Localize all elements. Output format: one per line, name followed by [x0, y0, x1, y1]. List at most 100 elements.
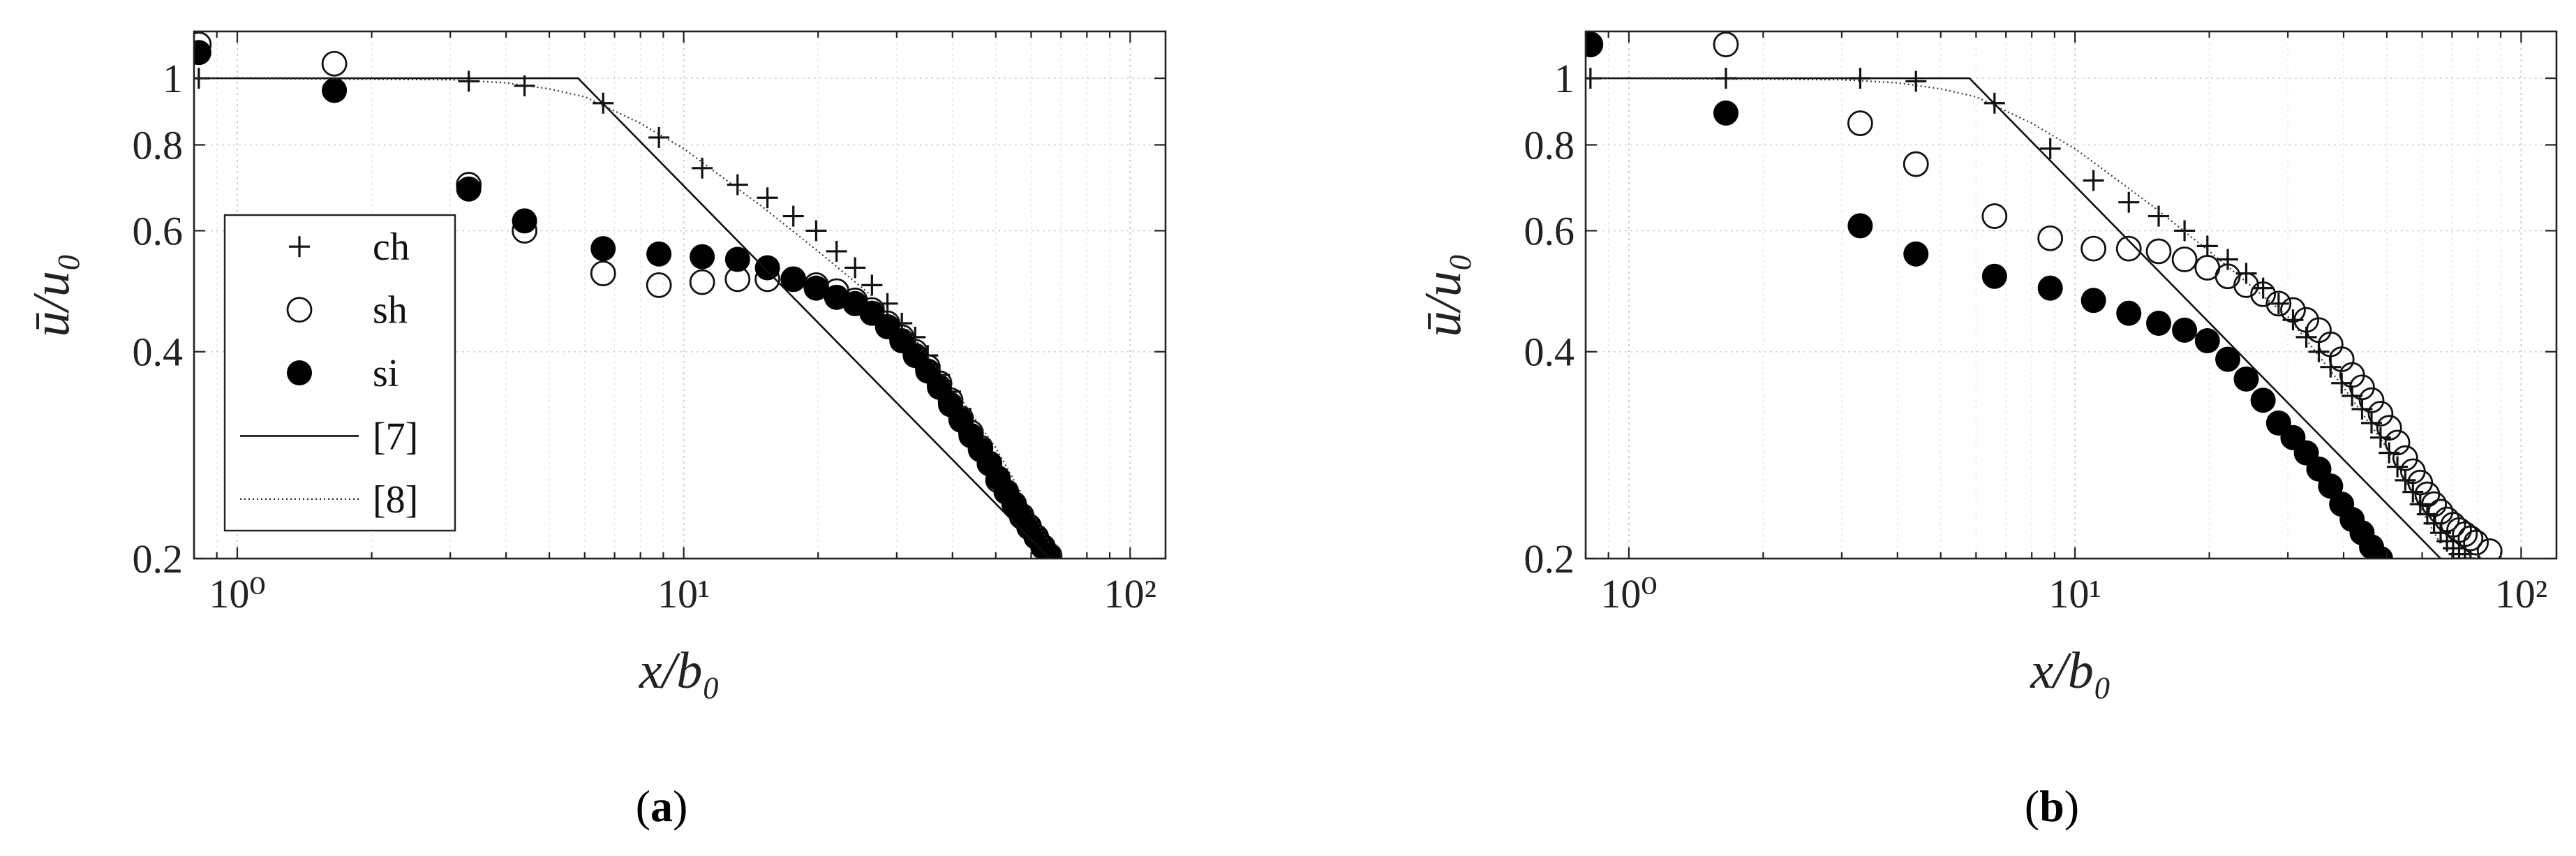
panel-b-x-tick-label: 10¹ [2048, 571, 2101, 617]
panel-b-series-sh-point [1847, 110, 1873, 136]
panel-a-legend-entry-ch-swatch [289, 236, 310, 258]
panel-b-series-sh-point [2250, 281, 2277, 307]
panel-a-y-tick-label: 0.8 [133, 122, 184, 168]
panel-b-y-tick-label: 0.2 [1524, 536, 1575, 582]
panel-b-series-si-point [1713, 100, 1739, 126]
panel-a-legend-entry-sh-label: sh [373, 289, 408, 332]
panel-b-series-ch-point [2331, 372, 2353, 394]
panel-a-series-si-point [194, 40, 211, 66]
panel-b-series-si [1586, 31, 2393, 559]
panel-b-series-sh-point [2384, 429, 2411, 456]
panel-b-series-sh-point [2349, 374, 2375, 401]
panel-b-series-si-point [1586, 31, 1603, 57]
panel-a-series-si-point [780, 266, 806, 292]
panel-b-series-sh-point [2376, 415, 2402, 441]
panel-b-series-si-point [2116, 300, 2142, 326]
panel-a-series-sh-point [590, 260, 616, 287]
panel-b-series-si-point [2080, 288, 2106, 313]
panel-b-y-axis-label: ū/u₀ [1415, 253, 1472, 337]
panel-a-series-si-point [456, 176, 482, 202]
panel-b-x-tick-label: 10⁰ [1600, 571, 1657, 617]
panel-b-series-si-point [2194, 328, 2220, 354]
panel-a-series-si-point [1036, 544, 1062, 559]
panel-a-series-ch-point [757, 187, 778, 209]
panel-a-legend-entry-7: [7] [240, 415, 418, 458]
panel-a-series-sh-point [321, 50, 348, 77]
panel-b-series-sh-point [2280, 297, 2306, 323]
panel-b-series-sh-point [2233, 272, 2259, 298]
panel-a-x-tick-label: 10¹ [657, 571, 710, 617]
panel-a-series-si [194, 40, 1062, 559]
panel-b-y-tick-label: 0.8 [1524, 122, 1575, 168]
panel-b-series-ch-point [2118, 191, 2140, 213]
panel-b-series-ch-point [2342, 385, 2363, 406]
panel-a-legend-entry-si-label: si [373, 352, 399, 395]
panel-b-series-si-point [2250, 388, 2276, 413]
panel-b-series-sh-point [2457, 525, 2484, 552]
panel-b-series-ch-point [2454, 548, 2476, 559]
panel-b-series-sh-point [2080, 235, 2107, 262]
panel-b-x-tick-label: 10² [2495, 571, 2547, 617]
panel-b-series-sh-point [1713, 31, 1739, 58]
panel-b-x-axis-label: x/b₀ [2030, 642, 2111, 700]
panel-a-series-ch-point [844, 257, 866, 279]
panel-b-series-si-point [2233, 366, 2259, 392]
panel-a-x-tick-label: 10⁰ [209, 571, 265, 617]
panel-b-data [1586, 31, 2503, 559]
panel-a-series-sh-point [646, 272, 672, 298]
panel-b-y-tick-label: 0.6 [1524, 208, 1575, 253]
panel-a-y-tick-label: 0.4 [133, 330, 184, 375]
panel-b-series-sh-point [2476, 538, 2503, 559]
panel-b-series-sh-point [2463, 529, 2489, 556]
panel-b-series-si-point [2146, 311, 2172, 337]
panel-a-legend-entry-8-label: [8] [373, 478, 418, 522]
panel-b-series-ch-point [1905, 71, 1927, 92]
panel-b-axes-frame [1584, 30, 2558, 560]
panel-a-series-si-point [803, 275, 829, 301]
caption-b: (b) [2025, 781, 2079, 831]
panel-a-legend-entry-sh-swatch [286, 297, 313, 323]
panel-a-legend-entry-8: [8] [240, 478, 418, 522]
caption-a-close: ) [673, 781, 687, 831]
panel-b-series-si-point [2172, 317, 2198, 343]
caption-b-letter: b [2039, 781, 2064, 831]
panel-b-series-ch-point [2378, 442, 2400, 464]
panel-a: 10⁰ 10¹ 10² 0.2 0.4 0.6 0.8 1 x/b₀ ū/u₀ ch sh si [7] [… [23, 30, 1167, 700]
panel-b-y-tick-label: 0.4 [1524, 330, 1575, 375]
panel-a-series-ch-point [692, 157, 713, 179]
panel-a-legend-entry-si: si [287, 352, 399, 395]
panel-b-series-si-point [2037, 275, 2063, 301]
panel-a-x-tick-label: 10² [1104, 571, 1156, 617]
panel-a-legend: ch sh si [7] [8] [223, 214, 456, 532]
panel-b-series-si-point [1903, 241, 1929, 267]
panel-a-legend-entry-sh: sh [286, 289, 408, 332]
panel-b-series-si-point [1847, 213, 1873, 239]
panel-a-series-sh-point [689, 269, 715, 295]
panel-a-legend-entry-ch-label: ch [373, 226, 410, 269]
panel-b-series-7 [1586, 77, 2441, 559]
panel-a-series-ch-point [861, 274, 883, 296]
panel-b-series-sh-point [2421, 491, 2448, 517]
panel-a-x-ticks [193, 31, 1131, 559]
panel-b-series-8 [1586, 78, 2441, 545]
panel-a-series-si-point [646, 241, 672, 267]
panel-a-data [194, 31, 1063, 559]
panel-a-y-tick-label: 0.6 [133, 208, 184, 253]
panel-b-series-ch-point [2469, 551, 2472, 559]
caption-a: (a) [636, 781, 688, 831]
panel-a-axes-frame [193, 30, 1167, 560]
caption-a-open: ( [636, 781, 650, 831]
panel-a-y-tick-label: 0.2 [133, 536, 184, 582]
caption-b-open: ( [2025, 781, 2039, 831]
panel-a-series-si-point [690, 244, 715, 270]
panel-a-series-7 [194, 77, 1050, 559]
panel-b-series-sh-point [2367, 401, 2394, 427]
panel-b-series-ch-point [2174, 220, 2196, 242]
panel-a-series-ch-point [826, 240, 847, 262]
panel-a-legend-entry-si-swatch [287, 360, 312, 385]
panel-a-legend-entry-7-label: [7] [373, 415, 418, 458]
panel-b-plot-area [1586, 31, 2556, 559]
panel-b-y-tick-label: 1 [1554, 56, 1574, 101]
panel-a-series-si-point [322, 78, 348, 103]
